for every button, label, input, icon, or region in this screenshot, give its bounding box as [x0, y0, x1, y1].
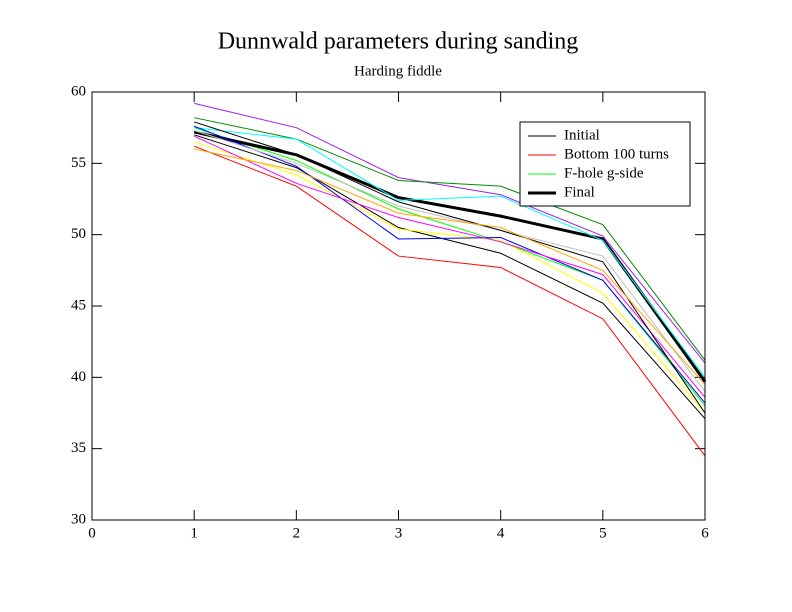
- series-line: [193, 135, 706, 398]
- series-line: [194, 117, 706, 361]
- series-line: [194, 130, 706, 392]
- y-tick-label: 55: [71, 155, 86, 171]
- x-tick-label: 5: [599, 525, 607, 541]
- series-line: [193, 125, 706, 404]
- x-tick-label: 1: [190, 525, 198, 541]
- x-tick-label: 2: [293, 525, 301, 541]
- legend-label: F-hole g-side: [564, 165, 644, 181]
- plot-frame: [91, 91, 706, 521]
- series-line: [194, 121, 706, 414]
- x-tick-label: 3: [395, 525, 403, 541]
- legend: Initial Bottom 100 turns F-hole g-side Fina…: [519, 121, 691, 207]
- series-line: [193, 145, 706, 457]
- x-tick-label: 4: [497, 525, 505, 541]
- series-line: [194, 134, 706, 420]
- legend-label: Initial: [564, 127, 600, 143]
- y-tick-label: 35: [71, 440, 86, 456]
- y-tick-label: 50: [71, 226, 86, 242]
- y-tick-label: 45: [71, 297, 86, 313]
- chart-title: Dunnwald parameters during sanding: [218, 29, 579, 55]
- x-tick-label: 0: [88, 525, 96, 541]
- y-tick-label: 30: [71, 511, 86, 527]
- series-line: [194, 102, 706, 364]
- series-line: [194, 148, 706, 385]
- chart-subtitle: Harding fiddle: [354, 63, 442, 79]
- x-tick-label: 6: [701, 525, 709, 541]
- y-tick-label: 60: [71, 83, 86, 99]
- series-line: [194, 141, 706, 414]
- legend-label: Bottom 100 turns: [564, 146, 669, 162]
- y-tick-label: 40: [71, 369, 86, 385]
- series-line: [194, 127, 706, 378]
- legend-label: Final: [564, 184, 595, 200]
